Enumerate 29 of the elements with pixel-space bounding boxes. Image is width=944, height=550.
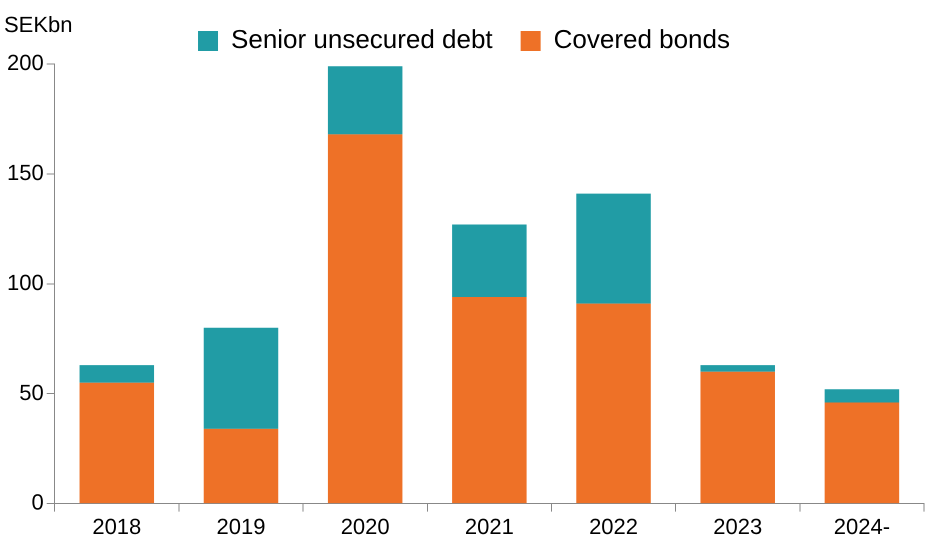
x-tick-label: 2022 xyxy=(589,514,638,539)
y-axis-title: SEKbn xyxy=(4,12,72,38)
x-tick-label: 2023 xyxy=(713,514,762,539)
bar xyxy=(452,224,527,297)
bar xyxy=(80,365,154,383)
bar xyxy=(576,304,651,504)
bar xyxy=(824,389,900,402)
bar xyxy=(576,194,651,304)
bar xyxy=(452,296,527,504)
bar xyxy=(328,66,402,134)
x-tick-label: 2019 xyxy=(216,514,266,539)
x-tick-label: 2021 xyxy=(464,514,514,539)
x-tick-label: 2020 xyxy=(340,514,390,539)
x-tick-label: 2024- xyxy=(834,514,890,539)
y-tick-label: 100 xyxy=(6,270,44,295)
y-tick-label: 0 xyxy=(31,490,44,515)
y-tick-label: 200 xyxy=(6,50,44,76)
bar xyxy=(700,365,775,372)
x-tick-label: 2018 xyxy=(92,514,142,539)
y-tick-label: 50 xyxy=(19,380,44,405)
bar xyxy=(204,328,278,429)
legend-label: Covered bonds xyxy=(554,24,730,54)
bar xyxy=(700,372,775,504)
y-tick-label: 150 xyxy=(6,160,44,185)
bar xyxy=(80,382,154,504)
legend-label: Senior unsecured debt xyxy=(231,24,494,54)
bar xyxy=(824,402,900,504)
bar xyxy=(328,134,402,504)
bar xyxy=(204,428,278,504)
